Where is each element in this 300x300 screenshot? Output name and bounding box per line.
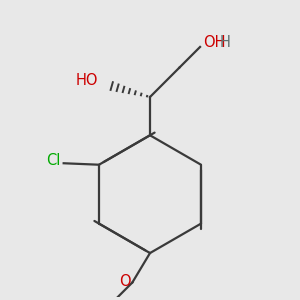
Text: H: H	[219, 35, 230, 50]
Text: O: O	[119, 274, 131, 289]
Text: Cl: Cl	[46, 153, 61, 168]
Text: OH: OH	[203, 35, 226, 50]
Text: HO: HO	[76, 73, 98, 88]
